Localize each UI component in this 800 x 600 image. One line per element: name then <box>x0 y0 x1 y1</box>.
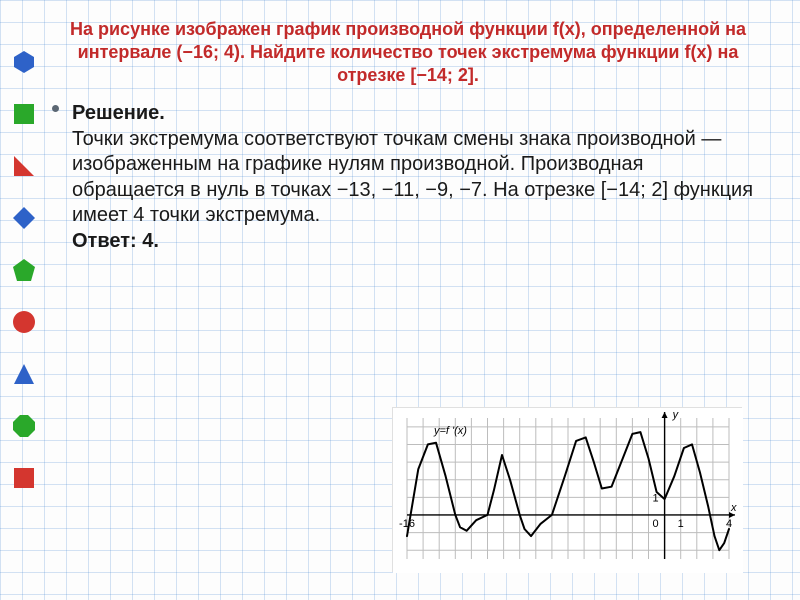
svg-text:1: 1 <box>678 518 684 530</box>
hexagon-icon <box>12 50 36 74</box>
square-icon <box>12 102 36 126</box>
solution-label: Решение. <box>72 102 165 124</box>
svg-text:-16: -16 <box>399 518 415 530</box>
octagon-icon <box>12 414 36 438</box>
bullet-icon <box>52 105 59 112</box>
svg-text:x: x <box>730 502 737 514</box>
svg-text:1: 1 <box>652 492 658 504</box>
pentagon-icon <box>12 258 36 282</box>
diamond-icon <box>12 206 36 230</box>
shape-sidebar <box>4 50 44 490</box>
derivative-chart: -161410xyy=f '(x) <box>392 407 742 572</box>
solution-answer: Ответ: 4. <box>72 230 159 252</box>
solution-text: Точки экстремума соответствуют точкам см… <box>72 128 753 227</box>
solution-block: Решение. Точки экстремума соответствуют … <box>0 95 800 255</box>
svg-text:y=f '(x): y=f '(x) <box>433 425 467 437</box>
square-icon <box>12 466 36 490</box>
svg-text:0: 0 <box>652 518 658 530</box>
iso-triangle-icon <box>12 362 36 386</box>
svg-text:4: 4 <box>726 518 732 530</box>
circle-icon <box>12 310 36 334</box>
problem-title: На рисунке изображен график производной … <box>0 0 800 95</box>
right-triangle-icon <box>12 154 36 178</box>
